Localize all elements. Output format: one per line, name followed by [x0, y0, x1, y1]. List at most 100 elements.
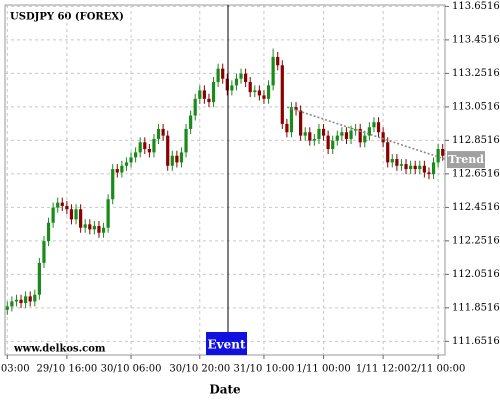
candle-body: [175, 155, 179, 163]
x-tick-label: 31/10 10:00: [234, 364, 295, 375]
candle-body: [179, 152, 184, 163]
candle-body: [106, 199, 110, 228]
candle-body: [33, 294, 37, 302]
candle-body: [312, 138, 316, 141]
candle-body: [271, 56, 275, 86]
candle-body: [308, 132, 312, 141]
candle-body: [193, 98, 197, 116]
candle-body: [299, 110, 303, 136]
candle-body: [225, 78, 229, 91]
y-tick-label: 111.8516: [452, 302, 500, 313]
candle-body: [46, 222, 51, 242]
candle-body: [234, 78, 239, 86]
candle-body: [166, 135, 170, 166]
candle-body: [376, 122, 381, 133]
candle-body: [56, 202, 60, 208]
candle-body: [349, 130, 353, 139]
event-label-box: [206, 332, 247, 355]
candle-body: [230, 85, 234, 91]
candle-body: [441, 149, 445, 156]
candle-body: [358, 128, 362, 143]
candle-body: [161, 128, 165, 136]
y-tick-label: 113.6516: [452, 1, 500, 12]
x-tick-label: 2/11 00:00: [411, 364, 465, 375]
x-tick-label: 29/10 16:00: [36, 364, 97, 375]
candle-body: [399, 164, 404, 166]
candle-body: [69, 209, 74, 220]
candle-body: [111, 169, 115, 200]
candle-body: [124, 162, 129, 166]
candle-body: [280, 65, 284, 124]
candle-body: [216, 68, 220, 83]
x-tick-label: 1/11 00:00: [296, 364, 350, 375]
candle-body: [404, 164, 408, 170]
candle-body: [363, 135, 367, 143]
candle-body: [189, 115, 193, 129]
candle-body: [24, 296, 28, 304]
candle-body: [88, 224, 92, 230]
candle-body: [413, 165, 417, 170]
candle-body: [143, 142, 147, 150]
candle-body: [134, 152, 138, 158]
x-tick-label: 30/10 20:00: [169, 364, 230, 375]
candle-body: [97, 226, 101, 233]
watermark: www.delkos.com: [13, 344, 106, 355]
candle-body: [418, 165, 422, 170]
candle-body: [211, 82, 216, 103]
y-tick-label: 112.6516: [452, 168, 500, 179]
y-tick-label: 112.4516: [452, 202, 500, 213]
candle-body: [60, 202, 64, 206]
y-tick-label: 111.6516: [452, 336, 500, 347]
candle-body: [37, 262, 41, 295]
candle-body: [74, 209, 78, 220]
candle-body: [19, 299, 23, 304]
candle-body: [42, 241, 46, 263]
candle-body: [436, 149, 440, 163]
x-tick-label: 10 03:00: [0, 364, 30, 375]
y-tick-label: 113.2516: [452, 68, 500, 79]
y-tick-label: 112.2516: [452, 235, 500, 246]
candle-body: [248, 82, 252, 93]
candle-body: [253, 90, 257, 93]
x-tick-label: 30/10 06:00: [101, 364, 162, 375]
candle-body: [344, 132, 349, 139]
candle-body: [289, 107, 294, 133]
candle-body: [184, 128, 188, 153]
candle-body: [262, 95, 266, 99]
candle-body: [266, 85, 271, 99]
candle-body: [326, 135, 330, 150]
candle-body: [79, 209, 83, 228]
candle-body: [202, 90, 206, 99]
candle-body: [5, 306, 9, 310]
plot-area: [4, 4, 446, 356]
candle-body: [276, 56, 280, 66]
candle-body: [129, 157, 133, 163]
y-tick-label: 113.4516: [452, 34, 500, 45]
candle-body: [367, 127, 371, 136]
candle-body: [285, 123, 289, 133]
candle-body: [381, 132, 385, 143]
candle-body: [170, 155, 174, 166]
candle-body: [244, 73, 248, 83]
candle-body: [101, 227, 106, 233]
trend-label-box: [447, 151, 485, 169]
candle-body: [147, 149, 151, 153]
candle-body: [10, 301, 14, 307]
x-axis-label: Date: [209, 383, 241, 397]
candle-body: [331, 140, 335, 150]
candle-body: [198, 90, 202, 99]
candle-body: [390, 159, 394, 163]
candle-body: [431, 162, 436, 175]
candle-body: [51, 207, 55, 223]
y-tick-label: 113.0516: [452, 101, 500, 112]
candle-body: [317, 128, 321, 139]
candle-body: [28, 296, 32, 302]
candle-body: [65, 205, 69, 210]
candle-body: [294, 107, 298, 111]
candle-body: [386, 142, 390, 163]
candle-body: [257, 90, 261, 96]
event-label: Event: [207, 338, 245, 352]
y-tick-label: 112.8516: [452, 135, 500, 146]
candle-body: [207, 98, 211, 103]
